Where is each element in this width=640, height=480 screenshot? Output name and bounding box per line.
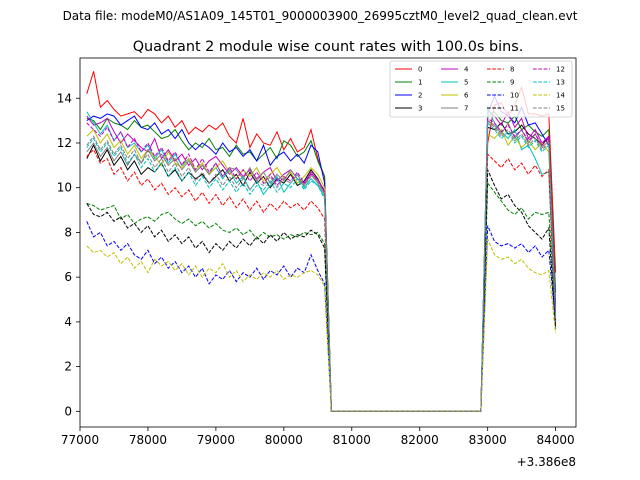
legend-label-11: 11 xyxy=(510,105,519,113)
x-tick-label: 80000 xyxy=(265,433,303,447)
legend-label-12: 12 xyxy=(556,66,565,74)
legend-label-6: 6 xyxy=(464,92,469,100)
y-tick-label: 8 xyxy=(64,225,72,239)
x-tick-label: 84000 xyxy=(537,433,575,447)
x-tick-label: 79000 xyxy=(197,433,235,447)
y-tick-label: 2 xyxy=(64,360,72,374)
series-line-15 xyxy=(86,119,557,412)
x-tick-label: 77000 xyxy=(61,433,99,447)
series-line-10 xyxy=(86,221,557,412)
x-axis: 77000 78000 79000 80000 81000 82000 83000 84000 xyxy=(61,427,575,447)
legend-box xyxy=(389,60,573,118)
y-tick-label: 6 xyxy=(64,270,72,284)
axes-frame xyxy=(79,57,577,428)
legend-label-8: 8 xyxy=(510,66,514,74)
y-tick-label: 12 xyxy=(57,136,72,150)
figure-suptitle: Data file: modeM0/AS1A09_145T01_90000039… xyxy=(63,9,578,23)
plot-area xyxy=(86,71,557,412)
legend-label-3: 3 xyxy=(418,105,422,113)
x-tick-label: 83000 xyxy=(469,433,507,447)
x-tick-label: 78000 xyxy=(129,433,167,447)
x-tick-label: 81000 xyxy=(333,433,371,447)
chart-title: Quadrant 2 module wise count rates with … xyxy=(133,39,524,55)
legend-label-14: 14 xyxy=(556,92,565,100)
legend-label-0: 0 xyxy=(418,66,422,74)
legend-label-15: 15 xyxy=(556,105,565,113)
legend-label-10: 10 xyxy=(510,92,519,100)
legend-label-9: 9 xyxy=(510,79,514,87)
x-axis-offset-label: +3.386e8 xyxy=(517,455,576,469)
legend-label-4: 4 xyxy=(464,66,469,74)
y-tick-label: 0 xyxy=(64,404,72,418)
legend-label-5: 5 xyxy=(464,79,468,87)
y-tick-label: 14 xyxy=(57,91,72,105)
legend-label-2: 2 xyxy=(418,92,422,100)
y-axis: 0 2 4 6 8 10 12 14 xyxy=(57,91,80,418)
legend-label-7: 7 xyxy=(464,105,468,113)
y-tick-label: 4 xyxy=(64,315,72,329)
x-tick-label: 82000 xyxy=(401,433,439,447)
legend-label-13: 13 xyxy=(556,79,565,87)
y-tick-label: 10 xyxy=(57,181,72,195)
legend-label-1: 1 xyxy=(418,79,422,87)
